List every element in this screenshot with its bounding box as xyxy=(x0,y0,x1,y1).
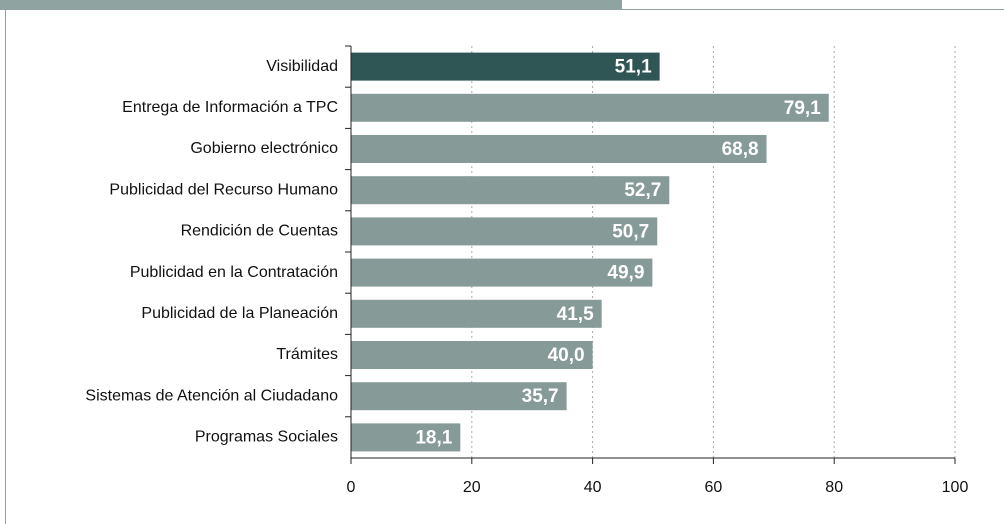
bar xyxy=(351,176,670,205)
value-label: 52,7 xyxy=(624,180,661,201)
value-label: 35,7 xyxy=(522,386,559,407)
bar xyxy=(351,423,461,452)
value-label: 68,8 xyxy=(722,139,759,160)
y-tick-label: Publicidad del Recurso Humano xyxy=(109,181,338,198)
value-label: 49,9 xyxy=(607,263,644,284)
value-label: 79,1 xyxy=(784,98,821,119)
x-tick-label: 60 xyxy=(705,479,723,496)
x-tick-label: 100 xyxy=(942,479,969,496)
y-tick-label: Publicidad de la Planeación xyxy=(141,305,338,322)
bar xyxy=(351,299,602,328)
x-tick-label: 0 xyxy=(347,479,356,496)
header-strip xyxy=(0,0,622,10)
value-label: 40,0 xyxy=(548,345,585,366)
y-tick-label: Entrega de Información a TPC xyxy=(122,99,338,116)
bar xyxy=(351,52,660,81)
y-tick-label: Visibilidad xyxy=(266,58,338,75)
value-label: 50,7 xyxy=(612,221,649,242)
value-label: 41,5 xyxy=(557,304,594,325)
x-tick-label: 20 xyxy=(463,479,481,496)
bar xyxy=(351,135,767,163)
x-tick-label: 80 xyxy=(825,479,843,496)
bar xyxy=(351,382,567,411)
x-tick-label: 40 xyxy=(584,479,602,496)
bar xyxy=(351,341,593,369)
bar xyxy=(351,93,829,122)
bar xyxy=(351,258,653,287)
value-label: 18,1 xyxy=(415,427,452,448)
y-tick-label: Rendición de Cuentas xyxy=(181,223,338,240)
y-tick-label: Trámites xyxy=(276,346,338,363)
y-tick-label: Programas Sociales xyxy=(195,429,338,446)
y-tick-label: Gobierno electrónico xyxy=(190,140,338,157)
bar xyxy=(351,217,658,246)
y-tick-label: Publicidad en la Contratación xyxy=(130,264,338,281)
y-tick-label: Sistemas de Atención al Ciudadano xyxy=(85,387,338,404)
value-label: 51,1 xyxy=(615,57,652,78)
